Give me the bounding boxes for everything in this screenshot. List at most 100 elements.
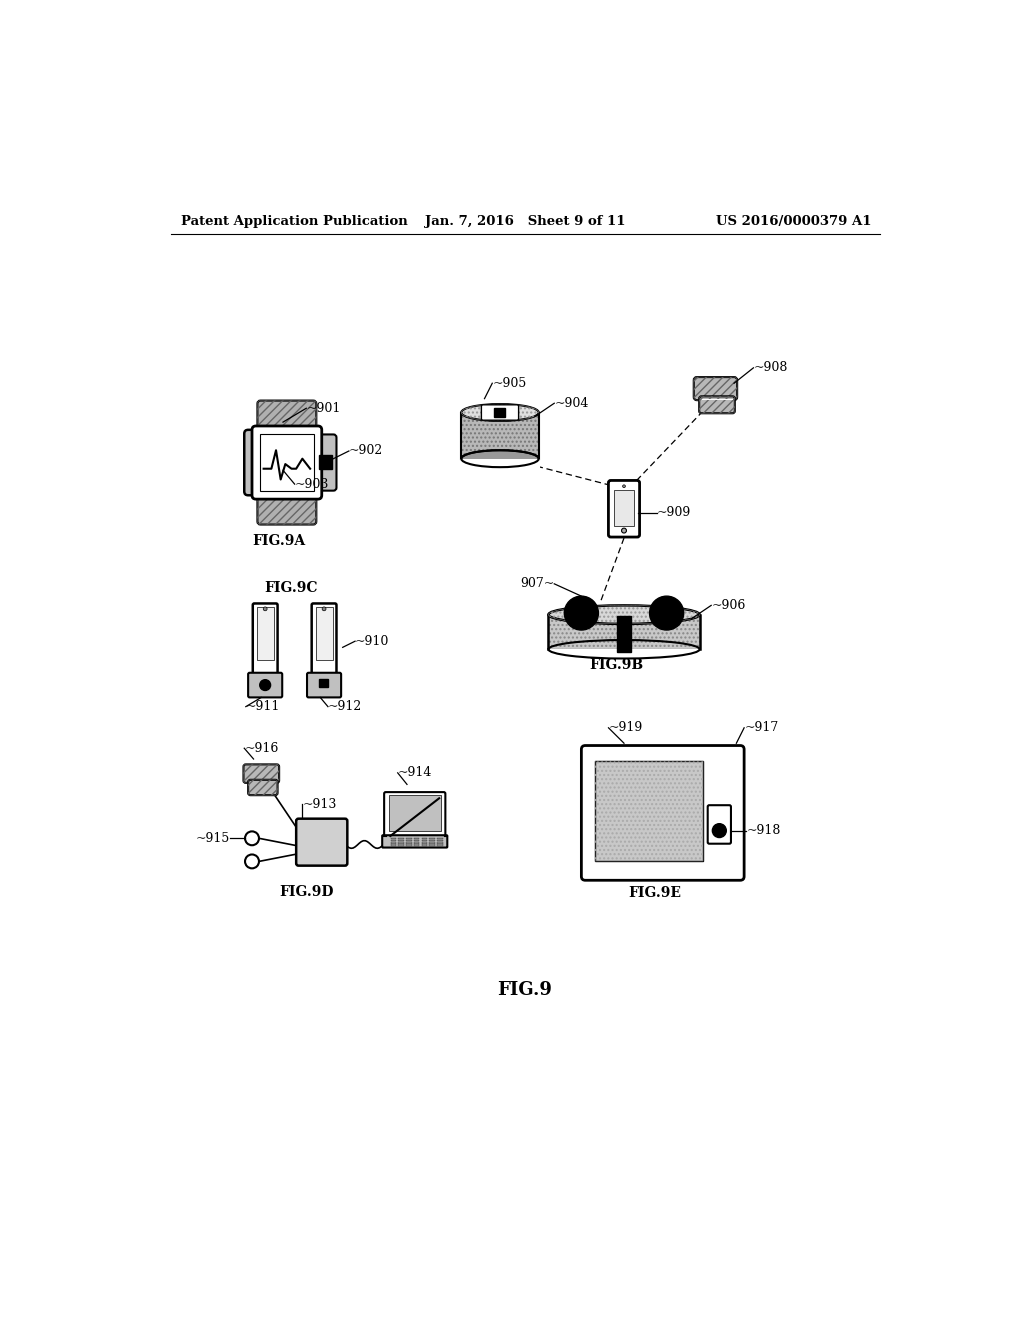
FancyBboxPatch shape xyxy=(253,603,278,676)
Bar xyxy=(547,649,701,660)
Text: FIG.9C: FIG.9C xyxy=(264,581,317,595)
Polygon shape xyxy=(701,399,732,400)
Bar xyxy=(391,840,396,841)
Ellipse shape xyxy=(461,404,539,421)
Text: ~906: ~906 xyxy=(712,599,745,612)
FancyBboxPatch shape xyxy=(307,673,341,697)
Text: ~917: ~917 xyxy=(744,721,778,734)
Bar xyxy=(391,842,396,843)
Text: FIG.9A: FIG.9A xyxy=(253,535,306,549)
Bar xyxy=(257,607,273,660)
Text: ~911: ~911 xyxy=(246,700,281,713)
Bar xyxy=(461,412,539,459)
Circle shape xyxy=(263,607,267,611)
Bar xyxy=(414,845,420,846)
Text: ~901: ~901 xyxy=(306,401,341,414)
Bar xyxy=(549,615,699,649)
Bar xyxy=(460,459,541,469)
Bar xyxy=(429,845,435,846)
Text: ~905: ~905 xyxy=(493,376,526,389)
Text: ~909: ~909 xyxy=(656,506,691,519)
Text: ~903: ~903 xyxy=(295,478,329,491)
Text: FIG.9E: FIG.9E xyxy=(629,886,682,900)
Circle shape xyxy=(564,597,598,630)
Text: ~916: ~916 xyxy=(245,742,279,755)
FancyBboxPatch shape xyxy=(608,480,640,537)
Bar xyxy=(398,845,403,846)
FancyBboxPatch shape xyxy=(481,405,518,420)
Text: ~910: ~910 xyxy=(355,635,389,648)
Bar xyxy=(319,455,332,469)
Text: ~913: ~913 xyxy=(302,797,337,810)
Bar xyxy=(437,845,442,846)
Bar xyxy=(315,607,333,660)
FancyBboxPatch shape xyxy=(296,818,347,866)
Circle shape xyxy=(622,528,627,533)
FancyBboxPatch shape xyxy=(693,378,737,400)
Bar xyxy=(437,840,442,841)
Bar xyxy=(319,678,328,688)
Text: ~918: ~918 xyxy=(746,824,781,837)
Bar xyxy=(595,760,703,861)
Bar xyxy=(398,840,403,841)
Bar xyxy=(422,840,427,841)
FancyBboxPatch shape xyxy=(384,792,445,837)
Bar xyxy=(398,837,403,840)
Bar xyxy=(429,840,435,841)
Bar xyxy=(391,845,396,846)
Circle shape xyxy=(245,854,259,869)
Text: ~919: ~919 xyxy=(608,721,643,734)
FancyBboxPatch shape xyxy=(252,426,322,499)
Ellipse shape xyxy=(549,640,699,659)
Circle shape xyxy=(713,824,726,838)
Bar xyxy=(422,842,427,843)
Bar xyxy=(429,837,435,840)
FancyBboxPatch shape xyxy=(311,603,337,676)
Text: ~912: ~912 xyxy=(328,700,362,713)
Circle shape xyxy=(260,680,270,690)
Text: FIG.9D: FIG.9D xyxy=(279,886,334,899)
FancyBboxPatch shape xyxy=(308,434,337,491)
Bar xyxy=(437,842,442,843)
Bar xyxy=(429,842,435,843)
Text: ~902: ~902 xyxy=(349,445,383,458)
Text: 907~: 907~ xyxy=(520,577,554,590)
Bar xyxy=(414,842,420,843)
Circle shape xyxy=(649,597,684,630)
Bar xyxy=(422,845,427,846)
FancyBboxPatch shape xyxy=(244,764,280,783)
FancyBboxPatch shape xyxy=(257,490,316,524)
Bar xyxy=(422,837,427,840)
Bar xyxy=(617,616,631,652)
Bar xyxy=(613,490,635,527)
Bar xyxy=(414,837,420,840)
Ellipse shape xyxy=(461,450,539,467)
Text: US 2016/0000379 A1: US 2016/0000379 A1 xyxy=(717,215,872,228)
Bar xyxy=(461,412,539,459)
Text: ~915: ~915 xyxy=(196,832,230,845)
Bar xyxy=(407,842,412,843)
FancyBboxPatch shape xyxy=(248,780,278,795)
Text: FIG.9B: FIG.9B xyxy=(589,657,643,672)
Text: ~914: ~914 xyxy=(397,767,432,779)
Text: FIG.9: FIG.9 xyxy=(498,981,552,999)
Bar xyxy=(437,837,442,840)
Text: Patent Application Publication: Patent Application Publication xyxy=(180,215,408,228)
Bar xyxy=(407,845,412,846)
Text: ~904: ~904 xyxy=(554,397,589,409)
Text: Jan. 7, 2016   Sheet 9 of 11: Jan. 7, 2016 Sheet 9 of 11 xyxy=(425,215,625,228)
Bar xyxy=(398,842,403,843)
Bar xyxy=(549,615,699,649)
Bar xyxy=(407,837,412,840)
Bar xyxy=(414,840,420,841)
Circle shape xyxy=(245,832,259,845)
FancyBboxPatch shape xyxy=(257,400,316,436)
FancyBboxPatch shape xyxy=(245,430,291,495)
FancyBboxPatch shape xyxy=(382,836,447,847)
Circle shape xyxy=(623,484,626,487)
FancyBboxPatch shape xyxy=(699,396,735,413)
FancyBboxPatch shape xyxy=(708,805,731,843)
FancyBboxPatch shape xyxy=(248,673,283,697)
FancyBboxPatch shape xyxy=(582,746,744,880)
Bar xyxy=(389,795,440,832)
